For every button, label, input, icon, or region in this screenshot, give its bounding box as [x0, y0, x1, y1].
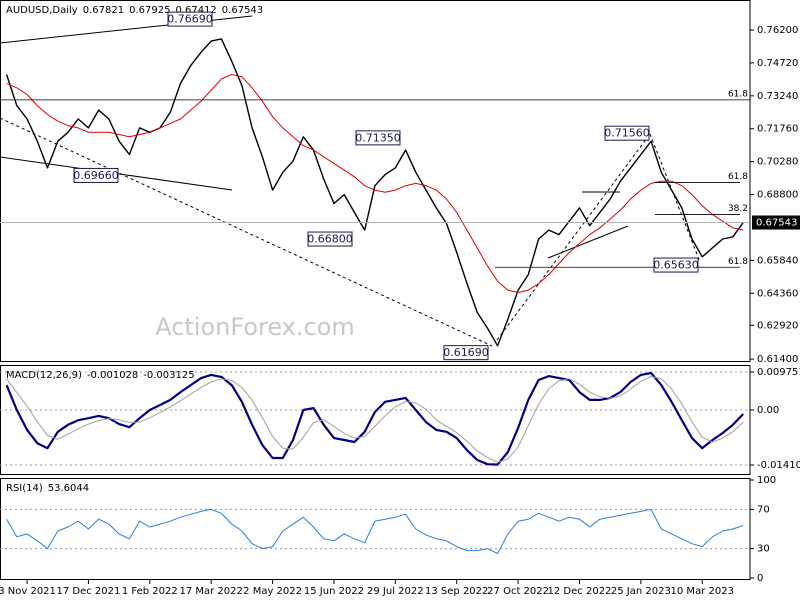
y-tick-label: 0.65840	[757, 255, 798, 266]
x-tick-label: 29 Jul 2022	[367, 586, 424, 597]
price-label-box	[167, 11, 213, 27]
price-label: 0.71560	[604, 127, 650, 140]
x-tick-label: 17 Mar 2022	[179, 586, 242, 597]
panel-header: MACD(12,26,9) -0.001028 -0.003125	[6, 370, 195, 381]
price-label-box	[355, 130, 401, 146]
y-tick-label: 0.74720	[757, 58, 798, 69]
fib-label: 61.8	[728, 89, 748, 99]
y-tick-label: 0.64360	[757, 288, 798, 299]
panel-frame	[0, 478, 751, 580]
series-line	[6, 376, 744, 463]
trend-line	[649, 133, 701, 263]
x-tick-label: 10 Mar 2023	[671, 586, 734, 597]
y-tick-label: 0.68800	[757, 190, 798, 201]
price-label: 0.71350	[355, 131, 401, 144]
header-part: 0.67412	[175, 5, 216, 16]
x-tick-label: 12 Dec 2022	[548, 586, 612, 597]
y-tick-label: 0.76200	[757, 25, 798, 36]
x-tick-label: 15 Jun 2022	[304, 586, 364, 597]
fib-label: 61.8	[728, 172, 748, 182]
price-label: 0.61690	[443, 346, 489, 359]
y-tick-label: -0.014107	[757, 460, 800, 471]
trend-line	[547, 225, 629, 259]
header-part: 0.67821	[83, 5, 124, 16]
panel-frame	[0, 0, 751, 362]
panel-frame	[0, 365, 751, 475]
x-tick-label: 25 Jan 2023	[611, 586, 671, 597]
current-price-box	[752, 215, 800, 230]
header-part: 53.6044	[48, 483, 89, 494]
x-tick-label: 27 Oct 2022	[487, 586, 549, 597]
y-tick-label: 0.00	[757, 405, 779, 416]
header-part: 0.67543	[222, 5, 263, 16]
series-line	[5, 38, 744, 347]
price-label-box	[307, 231, 353, 247]
x-tick-label: 2 May 2022	[243, 586, 302, 597]
y-tick-label: 0	[757, 573, 763, 584]
y-tick-label: 0.61400	[757, 354, 798, 365]
header-part: 0.67925	[129, 5, 170, 16]
panel-header: RSI(14) 53.6044	[6, 483, 89, 494]
price-label: 0.69660	[73, 169, 119, 182]
x-tick-label: 13 Sep 2022	[425, 586, 488, 597]
trend-line	[496, 133, 651, 341]
y-tick-label: 0.009751	[757, 367, 800, 378]
header-part: AUDUSD,Daily	[6, 5, 78, 16]
header-part: MACD(12,26,9)	[6, 370, 82, 381]
fib-label: 38.2	[728, 204, 748, 214]
header-part: -0.003125	[143, 370, 194, 381]
trend-line	[0, 117, 493, 347]
y-tick-label: 0.71760	[757, 124, 798, 135]
price-label-box	[73, 167, 119, 183]
y-tick-label: 0.62920	[757, 320, 798, 331]
series-line	[6, 74, 744, 293]
y-tick-label: 0.73240	[757, 91, 798, 102]
y-tick-label: 100	[757, 475, 776, 486]
price-label: 0.66800	[307, 233, 353, 246]
panel-header: AUDUSD,Daily 0.67821 0.67925 0.67412 0.67543	[6, 5, 263, 16]
fib-label: 61.8	[728, 257, 748, 267]
price-label-box	[443, 345, 489, 361]
y-tick-label: 0.70280	[757, 157, 798, 168]
price-label: 0.76690	[167, 13, 213, 26]
y-tick-label: 30	[757, 544, 770, 555]
x-tick-label: 1 Feb 2022	[122, 586, 178, 597]
header-part: -0.001028	[87, 370, 138, 381]
watermark: ActionForex.com	[155, 313, 355, 341]
x-tick-label: 17 Dec 2021	[56, 586, 120, 597]
header-part: RSI(14)	[6, 483, 43, 494]
series-line	[5, 371, 744, 466]
x-tick-label: 3 Nov 2021	[0, 586, 56, 597]
price-label-box	[604, 125, 650, 141]
current-price-label: 0.67543	[756, 218, 797, 229]
y-tick-label: 70	[757, 504, 770, 515]
price-label: 0.65630	[653, 259, 699, 272]
price-label-box	[653, 257, 699, 273]
series-line	[6, 508, 744, 554]
